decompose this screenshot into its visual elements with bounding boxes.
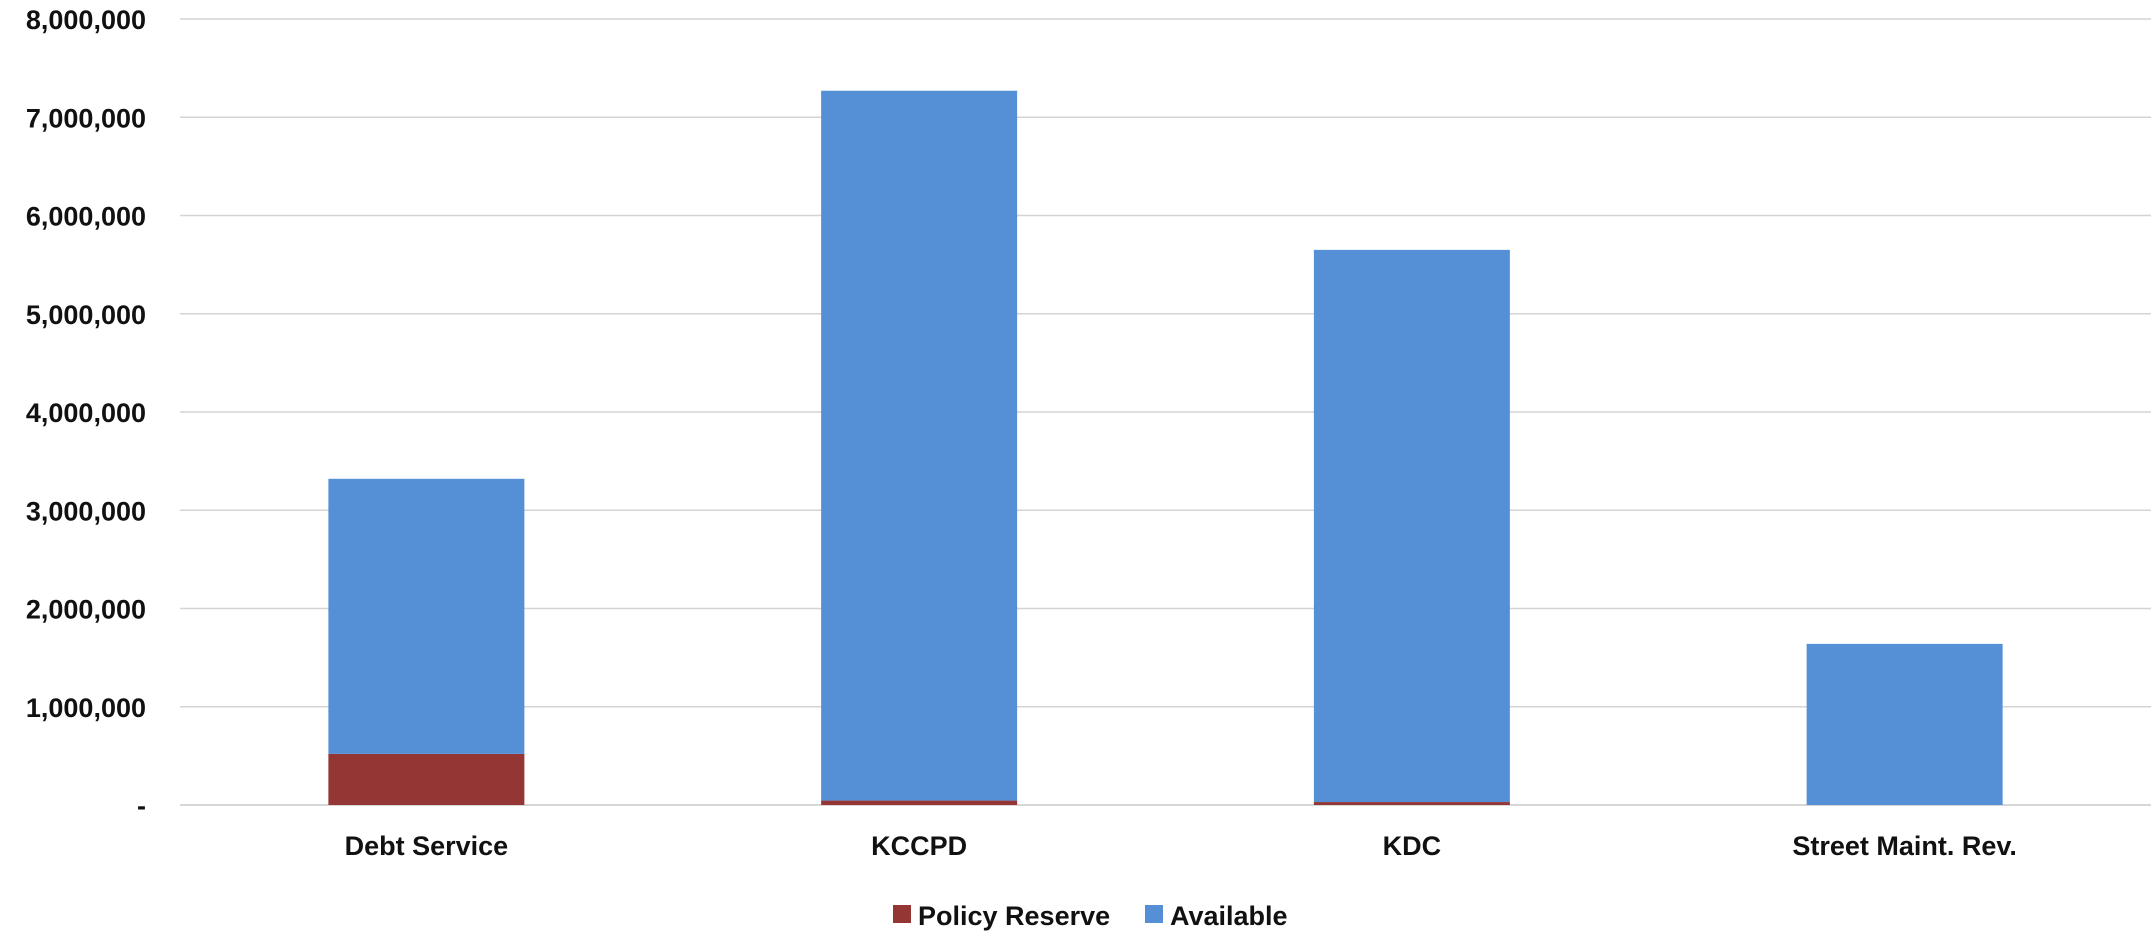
x-tick-label: Street Maint. Rev. — [1792, 831, 2017, 861]
y-tick-label: 6,000,000 — [26, 202, 146, 232]
y-tick-label: 7,000,000 — [26, 103, 146, 133]
bar-policy-reserve — [328, 753, 525, 805]
y-axis-tick-labels: - 1,000,000 2,000,000 3,000,000 4,000,000 5,0… — [26, 5, 146, 821]
x-tick-label: KDC — [1383, 831, 1442, 861]
bar-policy-reserve — [1313, 802, 1510, 805]
bar-available — [1313, 249, 1510, 803]
bar-available — [328, 478, 525, 754]
y-tick-label: 8,000,000 — [26, 5, 146, 35]
y-tick-label: 4,000,000 — [26, 398, 146, 428]
bar-available — [821, 90, 1018, 801]
legend-swatch-available — [1145, 905, 1163, 923]
legend-swatch-policy-reserve — [893, 905, 911, 923]
y-tick-label: 3,000,000 — [26, 496, 146, 526]
legend-label: Policy Reserve — [918, 901, 1110, 931]
x-axis-tick-labels: Debt Service KCCPD KDC Street Maint. Rev. — [345, 831, 2017, 861]
x-tick-label: Debt Service — [345, 831, 509, 861]
bars — [328, 90, 2003, 805]
bar-available — [1806, 643, 2003, 805]
y-tick-label: 2,000,000 — [26, 595, 146, 625]
y-tick-label: - — [137, 791, 146, 821]
bar-policy-reserve — [821, 800, 1018, 805]
legend-label: Available — [1170, 901, 1288, 931]
y-tick-label: 5,000,000 — [26, 300, 146, 330]
legend: Policy Reserve Available — [893, 901, 1288, 931]
y-tick-label: 1,000,000 — [26, 693, 146, 723]
x-tick-label: KCCPD — [871, 831, 967, 861]
